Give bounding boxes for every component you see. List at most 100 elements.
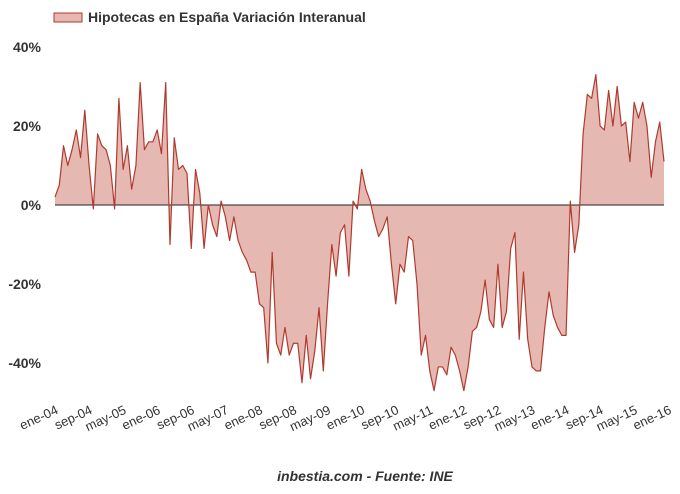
y-tick-label: 40%	[13, 39, 42, 55]
data-point	[96, 132, 99, 135]
data-point	[134, 164, 137, 167]
data-point	[211, 223, 214, 226]
data-point	[258, 302, 261, 305]
data-point	[484, 279, 487, 282]
data-point	[330, 243, 333, 246]
data-point	[445, 373, 448, 376]
data-point	[147, 140, 150, 143]
data-point	[173, 136, 176, 139]
data-point	[241, 251, 244, 254]
data-point	[313, 350, 316, 353]
y-tick-label: 0%	[21, 197, 42, 213]
data-point	[54, 196, 57, 199]
data-point	[420, 354, 423, 357]
data-point	[71, 148, 74, 151]
data-point	[181, 164, 184, 167]
data-point	[92, 207, 95, 210]
data-point	[496, 263, 499, 266]
data-point	[582, 132, 585, 135]
data-point	[603, 128, 606, 131]
data-point	[369, 200, 372, 203]
data-point	[530, 365, 533, 368]
y-tick-label: -40%	[8, 355, 41, 371]
data-point	[117, 97, 120, 100]
area-fill	[55, 74, 664, 391]
data-point	[215, 235, 218, 238]
data-point	[79, 156, 82, 159]
data-point	[645, 125, 648, 128]
data-point	[262, 306, 265, 309]
data-point	[607, 89, 610, 92]
data-point	[151, 140, 154, 143]
data-point	[637, 117, 640, 120]
legend[interactable]: Hipotecas en España Variación Interanual	[53, 9, 366, 25]
data-point	[343, 223, 346, 226]
data-point	[279, 354, 282, 357]
data-point	[275, 342, 278, 345]
data-point	[501, 326, 504, 329]
data-point	[471, 330, 474, 333]
data-point	[492, 326, 495, 329]
data-point	[305, 334, 308, 337]
data-point	[398, 263, 401, 266]
data-point	[194, 168, 197, 171]
data-point	[360, 168, 363, 171]
data-point	[296, 342, 299, 345]
data-point	[301, 381, 304, 384]
data-point	[565, 334, 568, 337]
data-point	[130, 188, 133, 191]
data-point	[58, 184, 61, 187]
data-point	[335, 275, 338, 278]
data-point	[539, 369, 542, 372]
data-point	[164, 81, 167, 84]
data-point	[586, 93, 589, 96]
data-point	[156, 128, 159, 131]
data-point	[594, 73, 597, 76]
data-point	[177, 168, 180, 171]
data-point	[518, 338, 521, 341]
data-point	[650, 176, 653, 179]
data-point	[271, 251, 274, 254]
data-point	[143, 148, 146, 151]
legend-swatch	[53, 12, 83, 23]
data-point	[658, 121, 661, 124]
data-point	[266, 362, 269, 365]
data-point	[139, 81, 142, 84]
data-point	[616, 85, 619, 88]
data-point	[122, 168, 125, 171]
data-point	[475, 326, 478, 329]
data-point	[126, 144, 129, 147]
data-point	[168, 243, 171, 246]
data-point	[186, 172, 189, 175]
y-tick-label: 20%	[13, 118, 42, 134]
data-point	[611, 125, 614, 128]
series-line	[54, 74, 665, 392]
data-point	[548, 290, 551, 293]
data-point	[228, 239, 231, 242]
data-point	[479, 310, 482, 313]
data-point	[433, 389, 436, 392]
data-point	[203, 247, 206, 250]
data-point	[160, 152, 163, 155]
data-point	[437, 365, 440, 368]
data-point	[467, 365, 470, 368]
data-point	[513, 231, 516, 234]
data-point	[560, 334, 563, 337]
data-point	[654, 140, 657, 143]
data-point	[83, 109, 86, 112]
legend-label: Hipotecas en España Variación Interanual	[88, 9, 366, 25]
x-tick-label: ene-16	[631, 402, 674, 433]
data-point	[556, 326, 559, 329]
data-point	[224, 215, 227, 218]
data-point	[190, 247, 193, 250]
data-point	[599, 125, 602, 128]
data-point	[386, 215, 389, 218]
data-point	[309, 377, 312, 380]
data-point	[394, 302, 397, 305]
data-point	[292, 342, 295, 345]
data-point	[390, 263, 393, 266]
data-point	[403, 271, 406, 274]
data-point	[424, 334, 427, 337]
data-point	[526, 338, 529, 341]
